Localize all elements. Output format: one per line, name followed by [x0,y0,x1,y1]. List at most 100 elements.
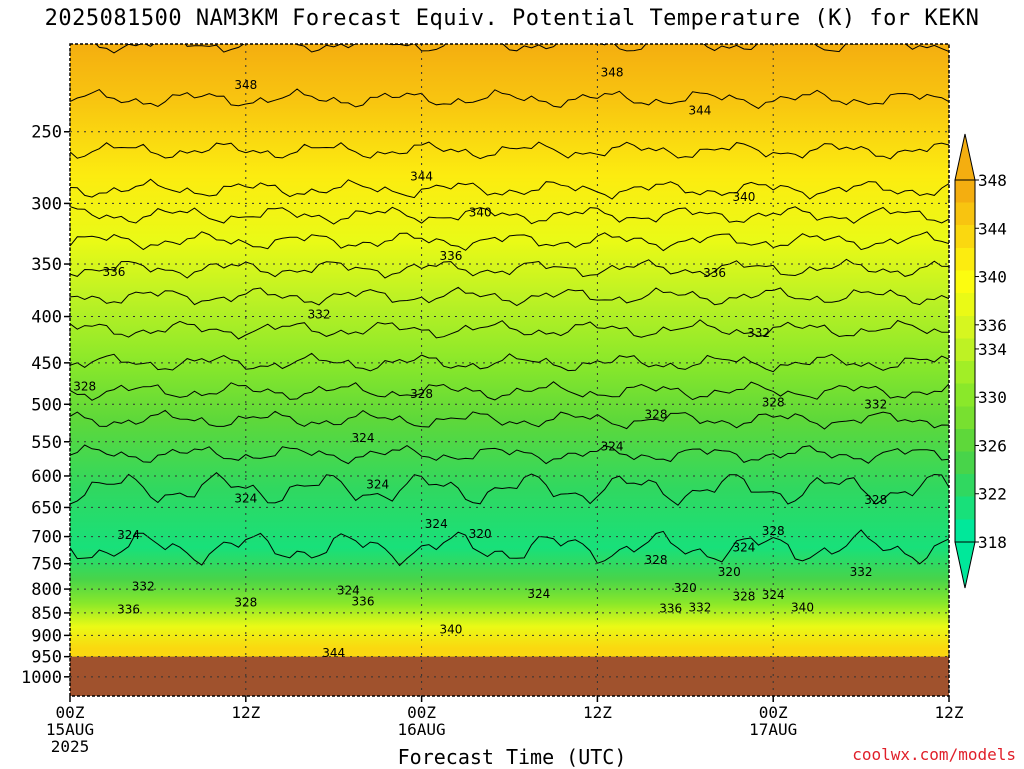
contour-label: 328 [234,596,257,610]
colorbar-tick-label: 318 [978,533,1007,552]
contour-label: 324 [732,541,755,555]
plot-frame [69,43,950,697]
y-tick-label: 800 [31,580,62,600]
contour-label: 336 [352,595,375,609]
contour-label: 324 [527,587,550,601]
x-tick-date: 17AUG [749,720,797,739]
contour-label: 324 [425,517,448,531]
contour-326 [70,409,949,430]
contour-label: 328 [732,589,755,603]
y-tick-label: 250 [31,123,62,143]
contour-320 [70,529,949,567]
contour-label: 336 [703,266,726,280]
contour-322 [70,472,949,506]
contour-label: 328 [762,396,785,410]
x-tick-label: 00Z [759,703,788,722]
y-tick-label: 950 [31,648,62,668]
contour-334 [70,286,949,307]
contour-label: 332 [864,397,887,411]
contour-label: 332 [688,600,711,614]
contour-label: 336 [659,601,682,615]
x-tick-label: 12Z [231,703,260,722]
x-tick-date: 15AUG [46,720,94,739]
contour-label: 328 [762,524,785,538]
contour-338 [70,231,949,252]
contour-340 [70,206,949,225]
contour-label: 324 [352,431,375,445]
contour-label: 344 [322,646,345,660]
source-credit: coolwx.com/models [852,745,1016,764]
y-tick-label: 350 [31,255,62,275]
x-tick-year: 2025 [51,737,90,756]
colorbar-body [954,179,976,543]
contour-332 [70,319,949,340]
x-tick-date: 16AUG [398,720,446,739]
contour-label: 340 [439,623,462,637]
contour-label: 348 [234,78,257,92]
colorbar-tick-label: 344 [978,219,1007,238]
contour-344 [70,141,949,160]
contour-label: 324 [601,440,624,454]
contour-label: 340 [469,205,492,219]
contour-label: 320 [718,565,741,579]
colorbar-max-arrow [954,133,976,181]
y-tick-label: 750 [31,555,62,575]
contour-label: 328 [410,387,433,401]
x-axis-title: Forecast Time (UTC) [397,745,627,769]
contour-label: 324 [234,491,257,505]
contour-lines [70,44,949,567]
x-tick-label: 00Z [56,703,85,722]
y-tick-label: 600 [31,467,62,487]
y-tick-label: 1000 [21,668,62,688]
contour-label: 336 [117,603,140,617]
contour-label: 348 [601,65,624,79]
contour-label: 324 [117,528,140,542]
x-tick-label: 12Z [583,703,612,722]
colorbar-min-arrow [954,541,976,589]
contour-label: 320 [674,581,697,595]
contour-label: 344 [410,169,433,183]
y-tick-label: 550 [31,433,62,453]
contour-346 [70,88,949,110]
colorbar-tick-label: 340 [978,268,1007,287]
ground-mask [70,656,949,696]
x-tick-label: 12Z [935,703,964,722]
contour-label: 324 [337,584,360,598]
contour-label: 336 [439,249,462,263]
colorbar-tick-label: 334 [978,340,1007,359]
contour-label: 328 [645,553,668,567]
contour-label: 332 [747,326,770,340]
contour-324 [70,444,949,465]
colorbar-tick-label: 336 [978,316,1007,335]
y-tick-label: 450 [31,354,62,374]
contour-labels: 348 348 344 344 340 340 336 336 336 332 332 328 328 3… [73,65,887,659]
colorbar-tick-label: 326 [978,436,1007,455]
contour-label: 344 [688,104,711,118]
contour-label: 332 [132,580,155,594]
contour-336 [70,258,949,279]
axes: 2503003504004505005506006507007508008509… [21,43,964,756]
chart-title: 2025081500 NAM3KM Forecast Equiv. Potent… [44,6,980,31]
contour-328 [70,381,949,401]
contour-label: 340 [732,190,755,204]
colorbar-tick-label: 322 [978,485,1007,504]
contour-348 [95,44,949,54]
y-tick-label: 500 [31,395,62,415]
y-tick-label: 900 [31,626,62,646]
ground-fill [70,656,949,696]
contour-342 [70,178,949,200]
theta-e-field [70,44,949,696]
contour-label: 324 [762,588,785,602]
y-tick-label: 300 [31,194,62,214]
contour-label: 340 [791,600,814,614]
y-tick-label: 650 [31,498,62,518]
colorbar-tick-label: 330 [978,388,1007,407]
contour-330 [70,352,949,373]
contour-label: 324 [366,477,389,491]
contour-label: 320 [469,527,492,541]
colorbar: 318 322 326 330 334 336 340 344 348 [954,133,1007,589]
contour-label: 332 [308,308,331,322]
contour-label: 332 [850,565,873,579]
contour-label: 328 [73,380,96,394]
